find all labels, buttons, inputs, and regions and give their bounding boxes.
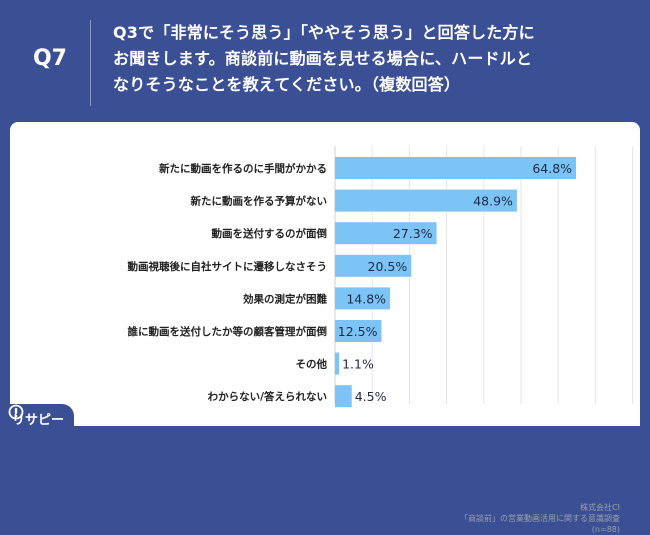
- category-label: 動画視聴後に自社サイトに遷移しなさそう: [128, 260, 328, 273]
- bar: [335, 287, 391, 310]
- source-note: 株式会社CI 「商談前」の営業動画活用に関する意識調査 (n=88): [460, 502, 620, 535]
- source-survey: 「商談前」の営業動画活用に関する意識調査: [460, 514, 620, 523]
- bar: [335, 222, 437, 245]
- bar: [335, 189, 517, 212]
- header-divider: [90, 20, 91, 106]
- value-label: 20.5%: [368, 259, 408, 274]
- chart-panel: 新たに動画を作るのに手間がかかる 64.8% 新たに動画を作る予算がない 48.9% 動…: [10, 122, 640, 534]
- category-label: 動画を送付するのが面倒: [212, 227, 328, 240]
- question-line: なりそうなことを教えてください。（複数回答）: [113, 75, 461, 94]
- bar-chart: 新たに動画を作るのに手間がかかる 64.8% 新たに動画を作る予算がない 48.9% 動…: [128, 146, 634, 408]
- value-label: 48.9%: [473, 194, 513, 209]
- bar: [335, 157, 577, 179]
- question-number: Q7: [32, 46, 67, 71]
- lightbulb-icon: [8, 404, 24, 420]
- value-label: 1.1%: [342, 357, 374, 372]
- question-text: Q3で「非常にそう思う」「ややそう思う」と回答した方に お聞きします。商談前に動…: [113, 20, 633, 98]
- category-label: わからない/答えられない: [208, 390, 327, 403]
- brand-logo-text: リサピー: [12, 412, 65, 428]
- value-label: 64.8%: [532, 161, 572, 176]
- category-label: その他: [296, 358, 328, 371]
- category-label: 効果の測定が困難: [243, 292, 327, 305]
- value-label: 12.5%: [338, 324, 378, 339]
- source-company: 株式会社CI: [580, 503, 620, 512]
- source-sample: (n=88): [591, 525, 620, 534]
- question-line: Q3で「非常にそう思う」「ややそう思う」と回答した方に: [113, 23, 535, 42]
- brand-logo: リサピー: [8, 404, 75, 430]
- value-label: 4.5%: [355, 389, 387, 404]
- category-label: 新たに動画を作るのに手間がかかる: [159, 162, 327, 175]
- value-label: 27.3%: [393, 226, 433, 241]
- bar: [335, 320, 382, 342]
- category-label: 新たに動画を作る予算がない: [191, 195, 328, 208]
- question-line: お聞きします。商談前に動画を見せる場合に、ハードルと: [113, 49, 533, 68]
- category-label: 誰に動画を送付したか等の顧客管理が面倒: [128, 325, 328, 338]
- infographic: Q7 Q3で「非常にそう思う」「ややそう思う」と回答した方に お聞きします。商談…: [8, 20, 640, 534]
- bar: [335, 254, 412, 277]
- value-label: 14.8%: [346, 291, 386, 306]
- bar: [335, 352, 340, 375]
- bar: [335, 385, 352, 408]
